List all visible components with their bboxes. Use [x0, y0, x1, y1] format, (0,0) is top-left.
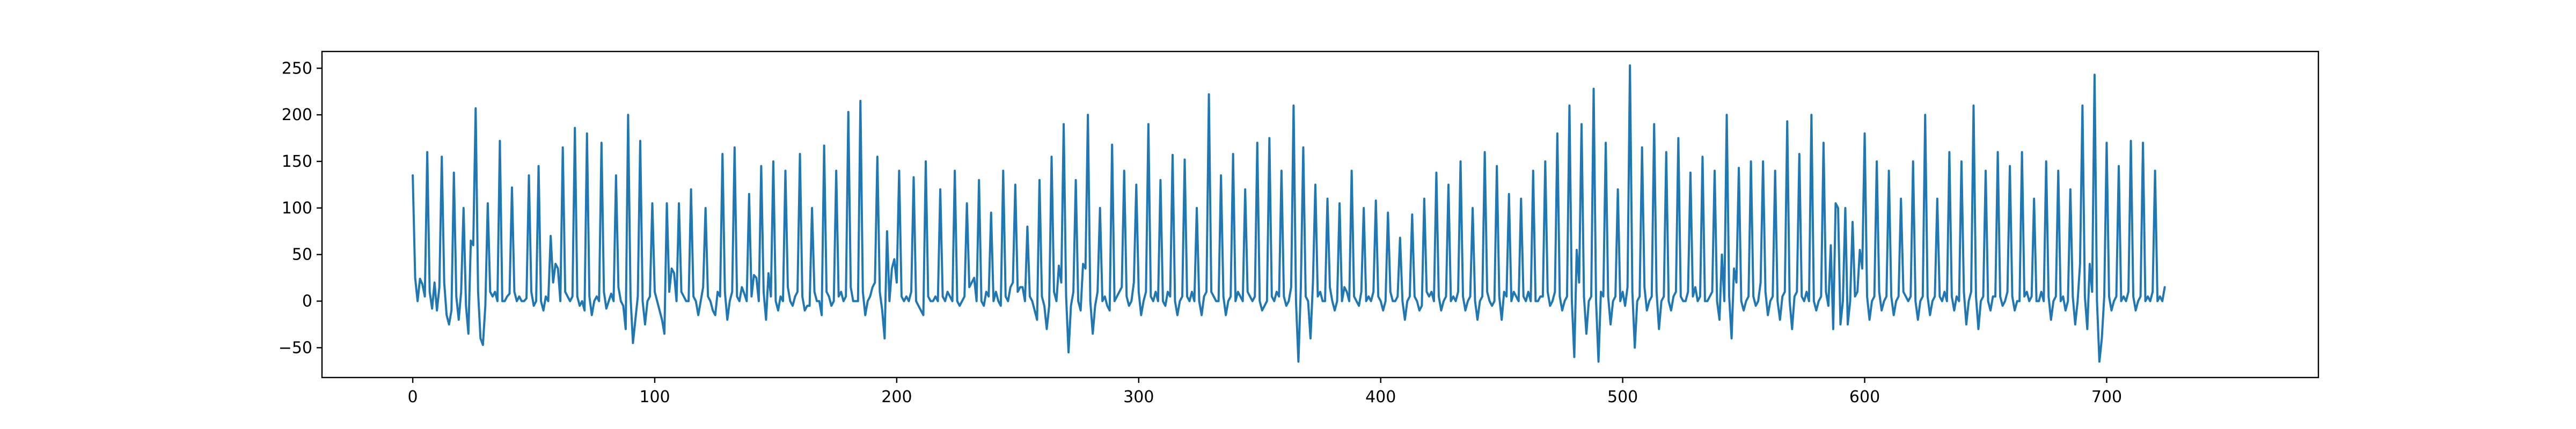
y-tick-label: −50	[279, 338, 312, 357]
x-tick-label: 300	[1123, 388, 1154, 406]
x-tick-label: 500	[1607, 388, 1638, 406]
x-tick-label: 200	[881, 388, 912, 406]
y-tick-label: 50	[292, 246, 312, 264]
y-axis: −50 0 50 100 150 200 250	[279, 59, 322, 357]
x-tick-label: 700	[2091, 388, 2122, 406]
y-tick-label: 0	[302, 292, 312, 311]
x-tick-label: 100	[639, 388, 670, 406]
y-tick-label: 250	[282, 59, 312, 78]
y-tick-label: 200	[282, 106, 312, 124]
series-line	[412, 64, 2166, 363]
x-tick-label: 0	[408, 388, 418, 406]
plot-area	[321, 50, 2319, 379]
plot-frame	[321, 50, 2319, 379]
y-tick-label: 100	[282, 199, 312, 218]
x-axis: 0 100 200 300 400 500 600 700	[408, 378, 2122, 406]
y-tick-label: 150	[282, 152, 312, 171]
x-tick-label: 400	[1365, 388, 1396, 406]
x-tick-label: 600	[1849, 388, 1880, 406]
